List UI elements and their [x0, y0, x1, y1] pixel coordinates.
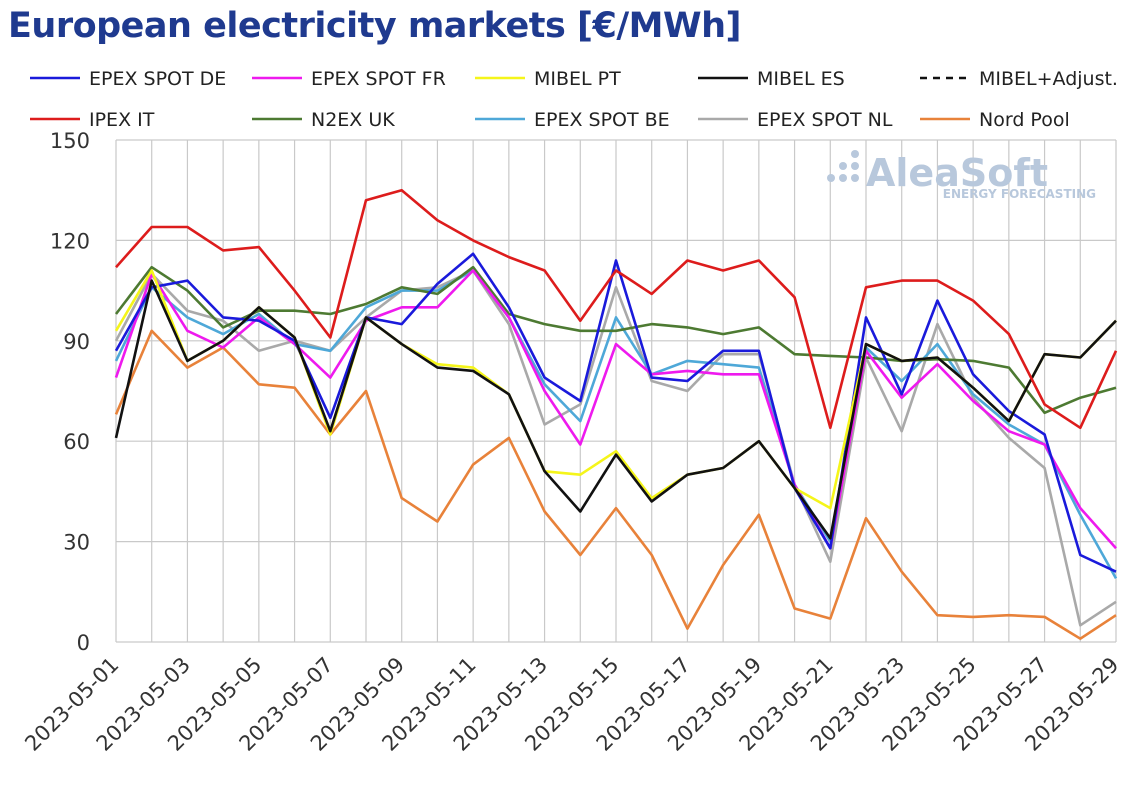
series-line-epex-spot-de [114, 252, 1117, 573]
legend-label-n2ex-uk: N2EX UK [311, 109, 395, 131]
series-line-mibel-es [114, 279, 1117, 540]
legend-label-epex-spot-nl: EPEX SPOT NL [757, 109, 893, 131]
y-tick-label: 120 [50, 229, 90, 253]
series-line-ipex-it [115, 188, 1118, 430]
series-line-n2ex-uk [114, 265, 1117, 415]
legend-label-nord-pool: Nord Pool [979, 109, 1070, 131]
logo-wordmark: AleaSoft [866, 151, 1048, 195]
y-tick-label: 60 [63, 430, 90, 454]
aleasoft-logo: AleaSoft ENERGY FORECASTING [827, 150, 1096, 201]
chart-title: European electricity markets [€/MWh] [8, 6, 741, 46]
y-tick-label: 0 [77, 631, 90, 655]
legend-label-epex-spot-be: EPEX SPOT BE [534, 109, 670, 131]
y-tick-label: 30 [63, 531, 90, 555]
series-line-nord-pool [114, 329, 1117, 640]
logo-dots-icon [827, 150, 859, 182]
legend-label-mibel-es: MIBEL ES [757, 68, 845, 90]
legend-label-ipex-it: IPEX IT [89, 109, 155, 131]
legend-label-epex-spot-de: EPEX SPOT DE [89, 68, 226, 90]
y-tick-label: 90 [63, 330, 90, 354]
series-line-epex-spot-nl [114, 269, 1117, 627]
grid [115, 139, 1117, 643]
legend-label-mibel-pt: MIBEL PT [534, 68, 621, 90]
axes: 03060901201502023-05-012023-05-032023-05… [20, 129, 1123, 756]
legend-label-mibel-adjust: MIBEL+Adjust. [979, 68, 1118, 90]
logo-tagline: ENERGY FORECASTING [943, 187, 1096, 201]
legend: EPEX SPOT DE EPEX SPOT FR MIBEL PT MIBEL ES… [30, 68, 1118, 131]
legend-label-epex-spot-fr: EPEX SPOT FR [311, 68, 446, 90]
y-tick-label: 150 [50, 129, 90, 153]
series-lines [114, 188, 1118, 640]
